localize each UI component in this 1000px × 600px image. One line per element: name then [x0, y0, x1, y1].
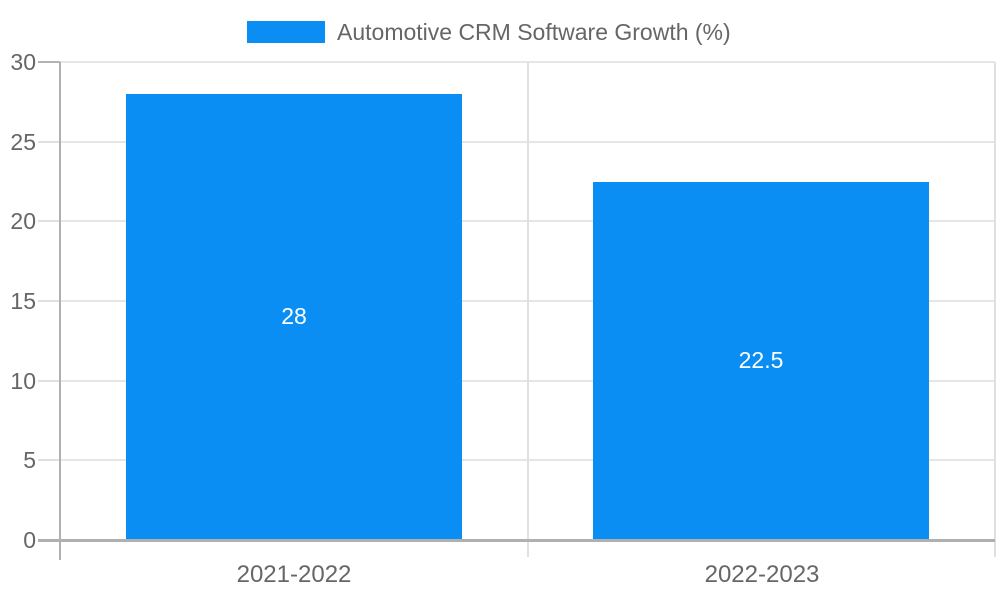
y-axis-label: 0 — [23, 527, 36, 553]
x-axis-label: 2021-2022 — [236, 561, 352, 588]
bar[interactable] — [593, 182, 929, 541]
y-tick — [38, 459, 60, 461]
y-axis-label: 10 — [10, 368, 36, 394]
y-tick — [38, 61, 60, 63]
legend[interactable]: Automotive CRM Software Growth (%) — [247, 18, 731, 45]
bar-value-label: 22.5 — [738, 347, 784, 373]
category-divider — [994, 62, 996, 557]
legend-swatch-icon — [247, 21, 325, 43]
y-axis-line — [59, 62, 61, 560]
y-axis-label: 25 — [10, 129, 36, 155]
category-divider — [527, 62, 529, 557]
bar-value-label: 28 — [281, 303, 307, 329]
y-tick — [38, 380, 60, 382]
y-axis-label: 30 — [10, 49, 36, 75]
y-tick — [38, 141, 60, 143]
x-axis-label: 2022-2023 — [704, 561, 820, 588]
y-axis-label: 20 — [10, 208, 36, 234]
x-axis-baseline — [38, 539, 995, 542]
legend-label: Automotive CRM Software Growth (%) — [337, 18, 731, 45]
y-tick — [38, 300, 60, 302]
y-axis-label: 15 — [10, 288, 36, 314]
y-axis-label: 5 — [23, 447, 36, 473]
bar[interactable] — [126, 94, 462, 540]
y-tick — [38, 220, 60, 222]
